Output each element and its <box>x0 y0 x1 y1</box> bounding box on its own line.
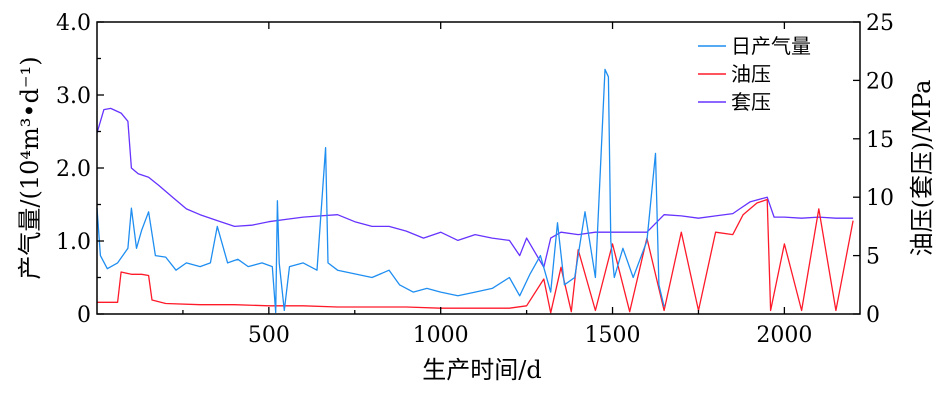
y-left-tick-label: 4.0 <box>56 11 91 36</box>
x-tick-label: 1000 <box>413 323 469 348</box>
x-axis-title: 生产时间/d <box>422 356 541 384</box>
axis-ticks <box>97 21 860 315</box>
legend-label-casing: 套压 <box>731 90 771 114</box>
tick-labels: 500 1000 1500 2000 0 1.0 2.0 3.0 4.0 0 5 10 15 20 25 <box>56 11 894 348</box>
y-right-tick-label: 5 <box>866 245 880 270</box>
x-tick-label: 500 <box>248 323 290 348</box>
y-left-tick-label: 0 <box>77 303 91 328</box>
y-right-tick-label: 0 <box>866 303 880 328</box>
tubing-pressure-line <box>97 198 854 314</box>
x-tick-label: 1500 <box>585 323 641 348</box>
x-tick-label: 2000 <box>756 323 812 348</box>
legend: 日产气量 油压 套压 <box>698 34 811 114</box>
gas-line <box>96 68 665 314</box>
y-right-axis-title: 油压(套压)/MPa <box>908 80 936 257</box>
y-left-tick-label: 1.0 <box>56 230 91 255</box>
y-right-tick-label: 20 <box>866 69 894 94</box>
y-left-tick-label: 3.0 <box>56 84 91 109</box>
y-left-axis-title: 产气量/(10⁴m³•d⁻¹) <box>16 56 44 279</box>
casing-pressure-line <box>96 107 854 268</box>
y-right-tick-label: 15 <box>866 128 894 153</box>
y-right-tick-label: 25 <box>866 11 894 36</box>
legend-label-tubing: 油压 <box>731 62 771 86</box>
y-right-tick-label: 10 <box>866 186 894 211</box>
y-left-tick-label: 2.0 <box>56 157 91 182</box>
series-lines <box>96 68 854 314</box>
legend-label-gas: 日产气量 <box>731 34 811 58</box>
